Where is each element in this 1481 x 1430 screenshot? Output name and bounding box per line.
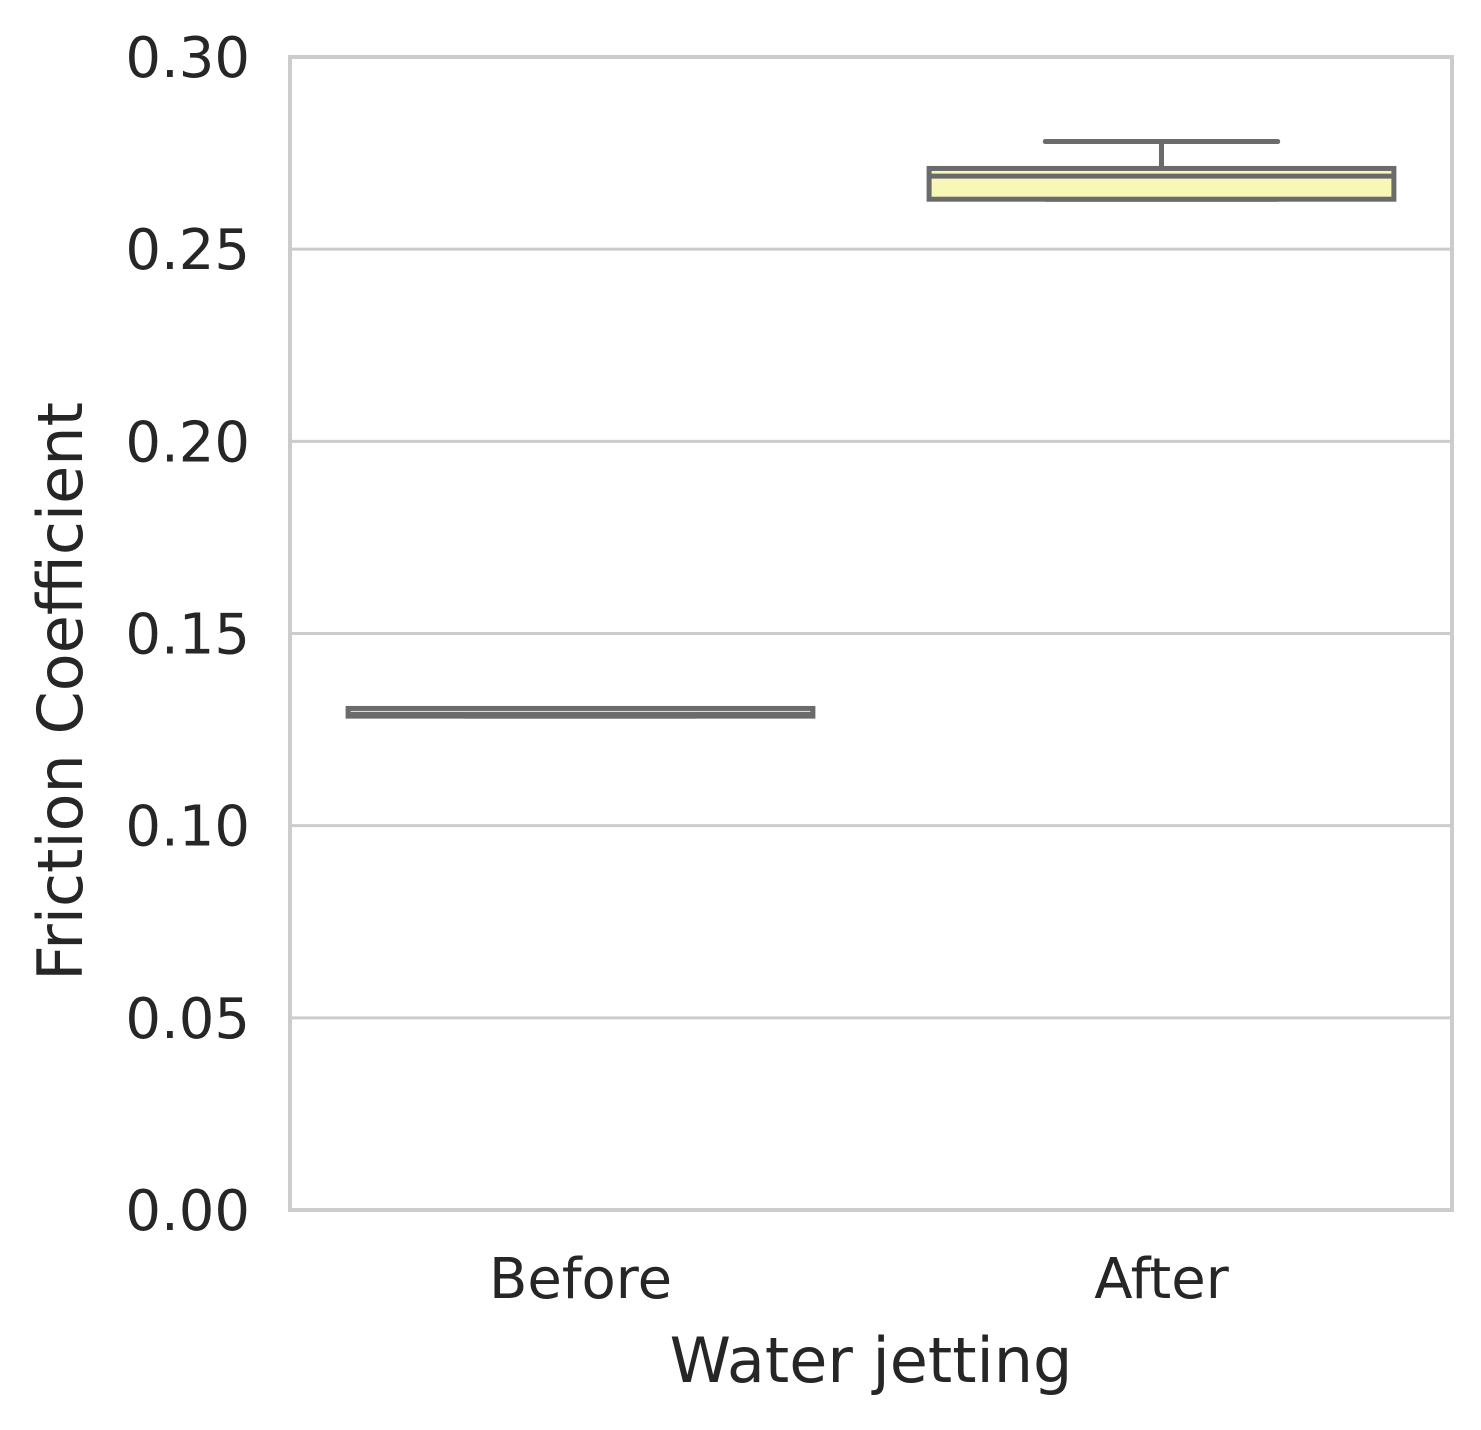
y-tick-label: 0.30: [125, 26, 250, 91]
y-tick-label: 0.00: [125, 1179, 250, 1244]
x-tick-label: After: [1094, 1247, 1229, 1312]
box-before: [345, 705, 816, 719]
box-after: [926, 139, 1397, 202]
boxes: [345, 139, 1397, 719]
y-tick-label: 0.10: [125, 795, 250, 860]
plot-frame: [288, 55, 1454, 1212]
y-tick-label: 0.05: [125, 987, 250, 1052]
y-axis-label: Friction Coefficient: [24, 402, 97, 981]
x-tick-label: Before: [489, 1247, 672, 1312]
y-tick-label: 0.15: [125, 603, 250, 668]
x-axis-label: Water jetting: [670, 1324, 1073, 1397]
y-tick-label: 0.20: [125, 410, 250, 475]
y-tick-label: 0.25: [125, 218, 250, 283]
y-tick-labels: 0.00 0.05 0.10 0.15 0.20 0.25 0.30: [125, 26, 250, 1244]
x-tick-labels: Before After: [489, 1247, 1230, 1312]
box-iqr: [926, 165, 1397, 202]
grid-lines: [290, 55, 1452, 1212]
